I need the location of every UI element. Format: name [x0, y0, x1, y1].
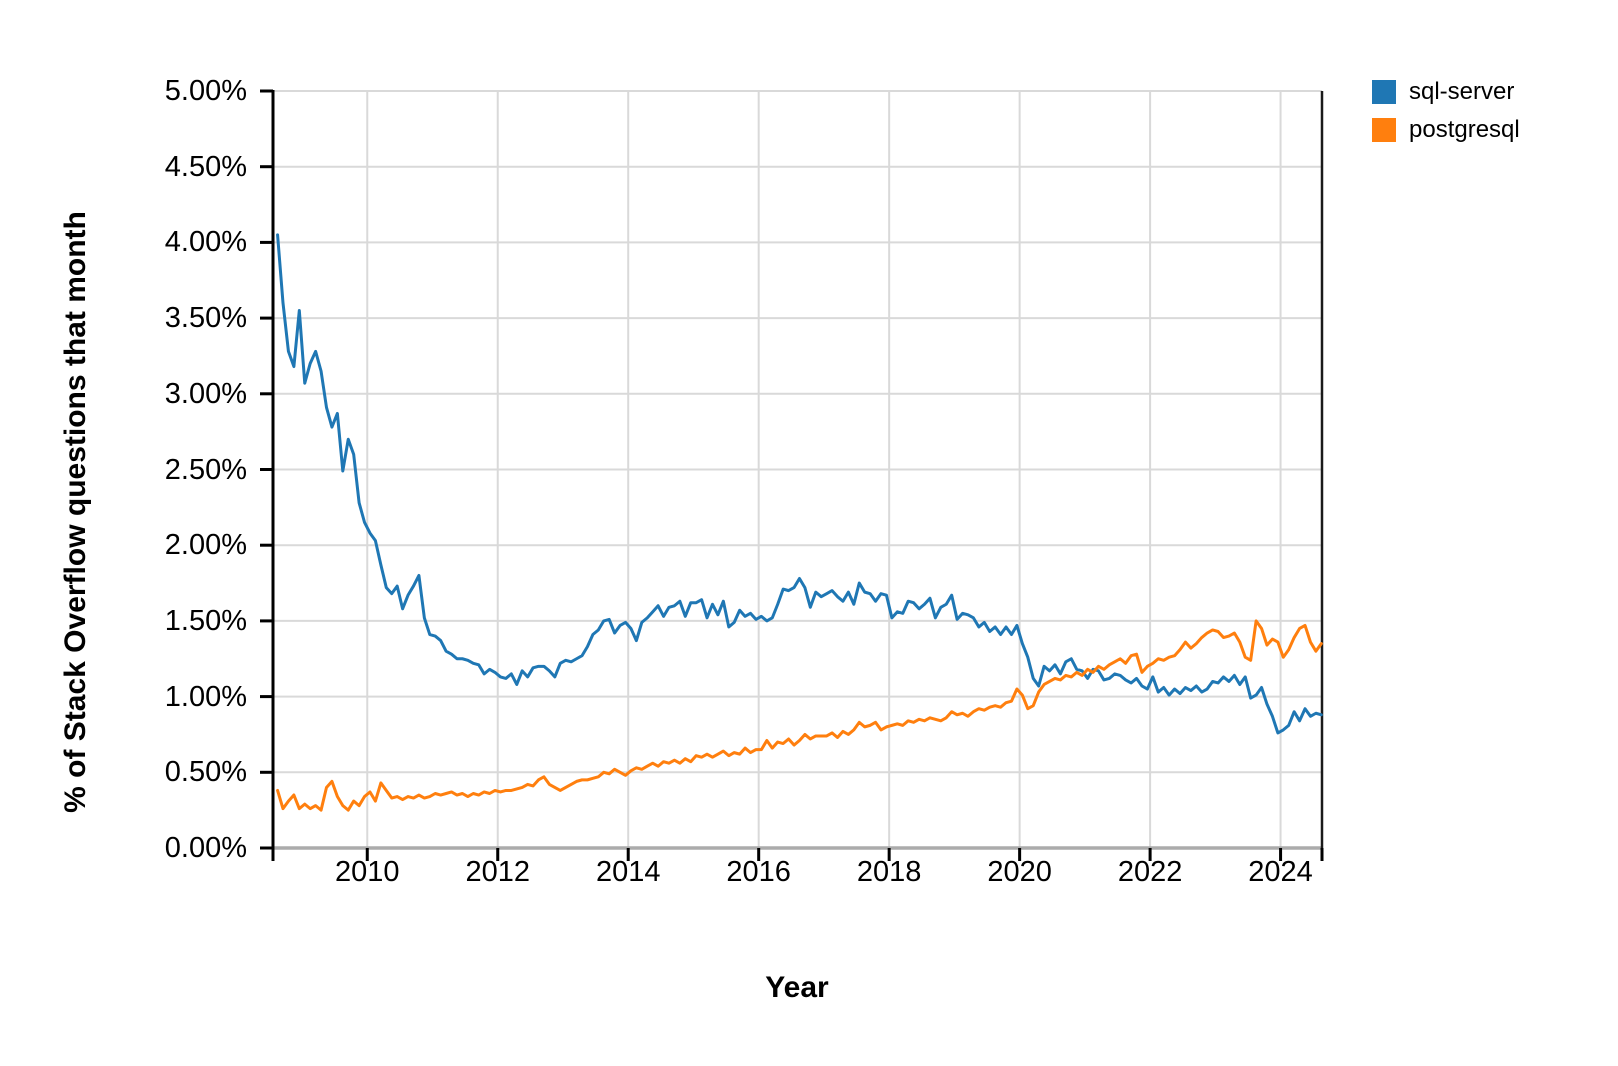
y-tick-label: 5.00% [164, 75, 247, 107]
y-tick-label: 4.00% [164, 226, 247, 259]
y-tick-label: 0.00% [164, 832, 247, 864]
y-tick-label: 4.50% [164, 150, 247, 183]
y-tick-label: 3.50% [164, 302, 247, 335]
x-tick-label: 2018 [856, 856, 922, 888]
legend-swatch-sql-server [1372, 79, 1396, 104]
legend-item-postgresql: postgresql [1372, 117, 1520, 142]
x-tick-label: 2022 [1117, 856, 1183, 888]
legend-label-sql-server: sql-server [1409, 78, 1515, 105]
legend-swatch-postgresql [1372, 117, 1396, 142]
y-tick-label: 2.00% [164, 529, 247, 562]
y-tick-label: 1.50% [164, 604, 247, 637]
x-tick-label: 2010 [335, 856, 400, 888]
y-tick-label: 2.50% [164, 453, 247, 486]
x-tick-label: 2020 [987, 856, 1052, 888]
x-axis-title: Year [765, 971, 829, 1004]
x-tick-label: 2024 [1248, 856, 1313, 888]
y-tick-label: 0.50% [164, 756, 247, 789]
y-axis-title: % of Stack Overflow questions that month [59, 211, 92, 813]
series-line-postgresql [276, 619, 1323, 812]
x-tick-label: 2012 [465, 856, 530, 888]
legend-item-sql-server: sql-server [1372, 79, 1520, 104]
legend-label-postgresql: postgresql [1409, 116, 1520, 143]
y-tick-label: 3.00% [164, 377, 247, 410]
x-tick-label: 2016 [726, 856, 791, 888]
x-tick-label: 2014 [595, 856, 661, 888]
series-line-sql-server [276, 233, 1323, 735]
legend: sql-server postgresql [1372, 79, 1520, 142]
y-tick-label: 1.00% [164, 680, 247, 713]
